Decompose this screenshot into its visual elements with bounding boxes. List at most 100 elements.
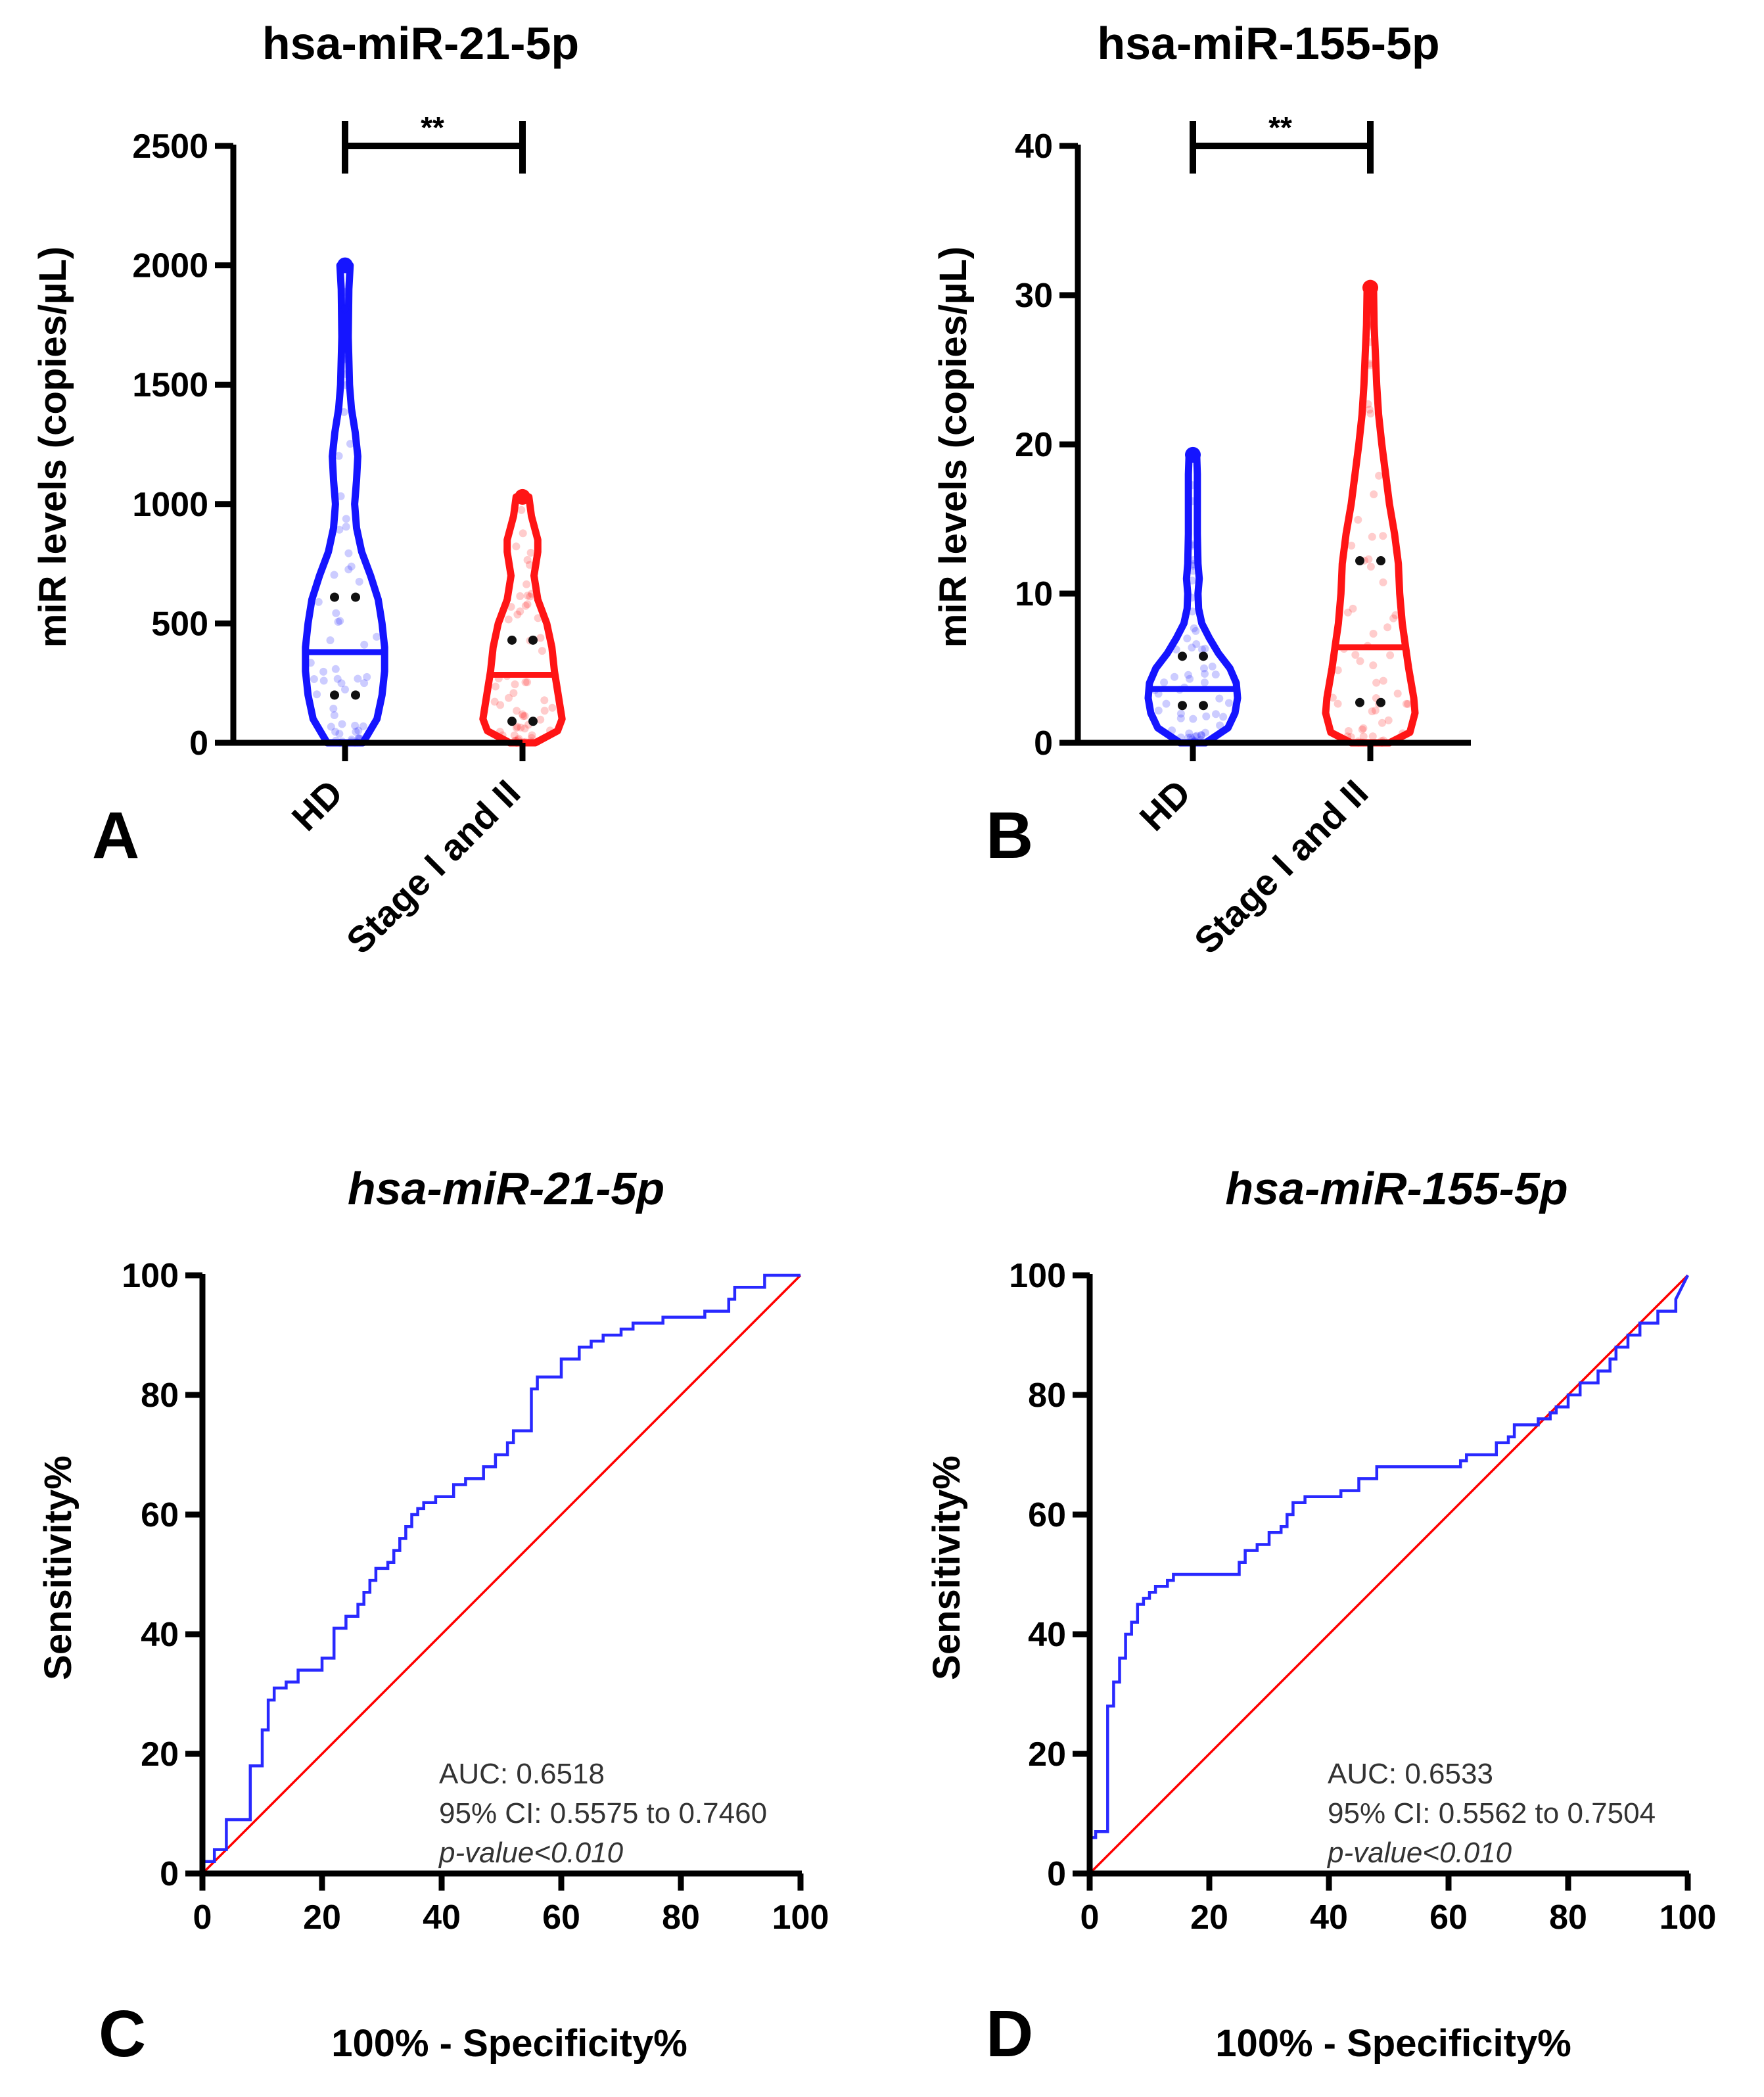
data-point — [1202, 712, 1211, 720]
chart-title: hsa-miR-21-5p — [348, 1163, 664, 1214]
auc-annotation: AUC: 0.6533 — [1328, 1758, 1493, 1790]
data-point — [505, 694, 513, 702]
x-tick-label: 100 — [1660, 1898, 1717, 1937]
y-tick-label: 60 — [141, 1496, 179, 1534]
data-point — [360, 679, 369, 688]
category-label-stage: Stage I and II — [338, 772, 528, 962]
data-point — [340, 355, 349, 364]
data-point — [1190, 624, 1198, 632]
data-point — [337, 492, 345, 500]
data-point — [528, 590, 536, 598]
y-axis-label: miR levels (copies/µL) — [932, 247, 975, 648]
y-axis-label: miR levels (copies/µL) — [32, 247, 74, 648]
data-point — [1176, 709, 1185, 718]
data-point — [534, 614, 542, 623]
data-point — [1190, 555, 1198, 564]
data-point — [1379, 578, 1387, 586]
data-point — [1383, 623, 1392, 632]
reference-line — [201, 1274, 802, 1875]
data-point — [1366, 338, 1374, 346]
data-point — [1168, 726, 1176, 735]
data-point — [1185, 729, 1194, 738]
y-tick-label: 80 — [1028, 1377, 1066, 1415]
data-point — [496, 728, 504, 736]
data-point — [1188, 607, 1197, 616]
quartile-dot — [351, 592, 360, 602]
data-point — [1188, 497, 1197, 506]
data-point — [1201, 644, 1209, 653]
data-point — [310, 675, 318, 683]
data-point — [1343, 732, 1352, 741]
data-point — [306, 659, 315, 667]
x-tick-label: 20 — [1190, 1898, 1228, 1937]
significance-bracket — [342, 121, 526, 174]
data-point — [1188, 481, 1197, 490]
data-point — [525, 561, 534, 569]
y-tick-label: 1000 — [132, 486, 208, 524]
x-tick-label: 40 — [423, 1898, 461, 1937]
x-axis-label: 100% - Specificity% — [1215, 2022, 1571, 2065]
data-point — [523, 555, 532, 564]
data-point — [354, 674, 362, 683]
data-point — [504, 615, 513, 624]
x-tick-label: 100 — [772, 1898, 829, 1937]
quartile-dot — [1199, 651, 1208, 661]
quartile-dot — [330, 690, 339, 700]
data-point — [521, 601, 530, 610]
data-point — [1201, 670, 1209, 678]
data-point — [329, 705, 338, 713]
data-point — [344, 565, 353, 574]
data-point — [527, 737, 536, 745]
data-point — [1378, 719, 1386, 727]
ci-annotation: 95% CI: 0.5562 to 0.7504 — [1328, 1797, 1656, 1829]
chart-title: hsa-miR-21-5p — [262, 18, 579, 69]
data-point — [342, 370, 350, 379]
data-point — [1188, 577, 1196, 585]
data-point — [1343, 608, 1352, 617]
data-point — [342, 515, 350, 523]
data-point — [1369, 630, 1378, 638]
p-value-annotation: p-value<0.010 — [438, 1837, 624, 1869]
category-label-hd: HD — [1132, 772, 1199, 839]
data-point — [1368, 732, 1377, 741]
data-point — [1183, 634, 1192, 643]
data-point — [340, 408, 348, 416]
data-point — [1200, 664, 1208, 672]
data-point — [1359, 724, 1368, 732]
data-point — [1344, 727, 1353, 735]
data-point — [335, 525, 344, 534]
data-point — [1366, 322, 1375, 331]
category-label-stage: Stage I and II — [1186, 772, 1376, 962]
data-point — [1402, 699, 1410, 708]
y-tick-label: 30 — [1015, 277, 1053, 315]
y-tick-label: 100 — [122, 1257, 179, 1295]
axes: 0 500 1000 1500 2000 2500 — [132, 128, 526, 763]
ci-annotation: 95% CI: 0.5575 to 0.7460 — [439, 1797, 767, 1829]
quartile-dot — [1355, 556, 1364, 566]
data-point — [521, 724, 529, 733]
data-point — [518, 710, 526, 719]
data-point — [1184, 671, 1192, 679]
data-point — [346, 440, 354, 448]
quartile-dot — [1355, 697, 1364, 707]
data-point — [1188, 644, 1196, 652]
quartile-dot — [507, 635, 517, 645]
data-point — [1365, 406, 1374, 414]
data-point — [1189, 561, 1197, 570]
data-point — [513, 707, 521, 715]
data-point — [1365, 360, 1374, 368]
roc-lines — [1088, 1274, 1690, 1875]
data-point — [333, 674, 342, 683]
x-tick-label: 60 — [542, 1898, 580, 1937]
data-point — [1386, 651, 1395, 659]
x-tick-label: 0 — [193, 1898, 212, 1937]
data-point — [363, 672, 371, 681]
data-point — [1393, 690, 1402, 698]
data-point — [1211, 671, 1220, 679]
data-point — [1389, 614, 1398, 623]
data-point — [1192, 640, 1201, 648]
x-tick-label: 0 — [1080, 1898, 1100, 1937]
data-point — [1366, 319, 1375, 328]
data-point — [1160, 678, 1169, 687]
